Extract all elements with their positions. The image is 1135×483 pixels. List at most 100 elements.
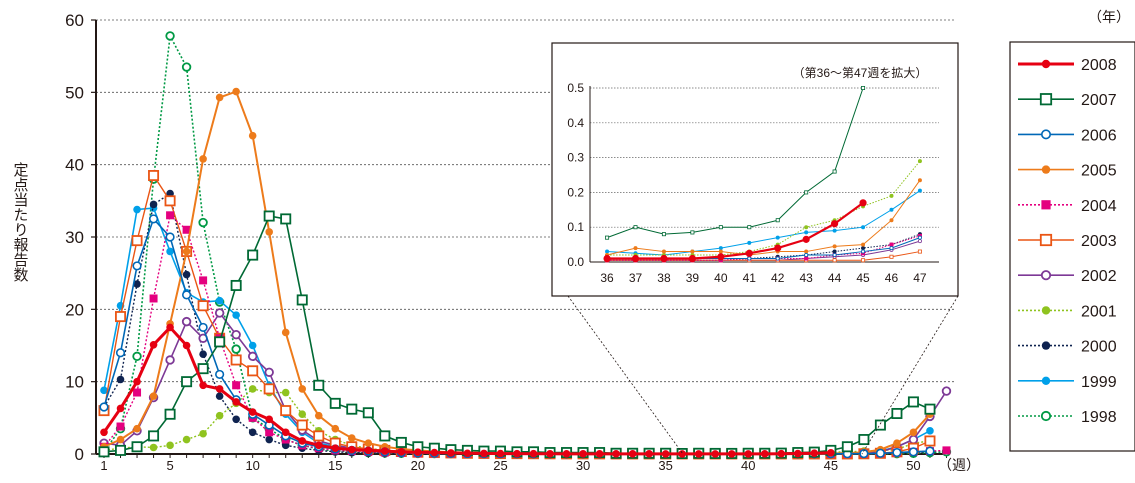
data-point xyxy=(892,447,902,458)
inset-data-point xyxy=(631,254,640,263)
data-point xyxy=(215,385,224,393)
data-point xyxy=(181,62,192,72)
inset-series-line xyxy=(607,201,864,260)
zoom-connector xyxy=(861,295,959,455)
data-point xyxy=(298,437,307,445)
data-point xyxy=(100,386,108,395)
data-point xyxy=(215,93,224,102)
data-point xyxy=(265,228,273,236)
zoom-connector xyxy=(567,295,684,455)
data-point xyxy=(164,195,176,207)
inset-data-point xyxy=(747,256,752,261)
data-point xyxy=(463,449,472,458)
data-point xyxy=(230,354,242,366)
series-line xyxy=(103,388,931,455)
inset-x-tick-label: 41 xyxy=(743,271,757,285)
data-point xyxy=(99,402,109,412)
data-point xyxy=(347,434,356,442)
legend-label: 2004 xyxy=(1081,198,1117,215)
inset-data-point xyxy=(889,193,894,198)
inset-data-point xyxy=(889,242,894,247)
data-point xyxy=(346,403,358,415)
x-axis-unit: （週） xyxy=(938,457,980,473)
data-point xyxy=(314,411,323,420)
data-point xyxy=(232,87,240,96)
inset-data-point xyxy=(917,159,922,164)
inset-data-point xyxy=(718,249,723,254)
data-point xyxy=(263,210,275,222)
x-tick-label: 5 xyxy=(166,458,173,473)
data-point xyxy=(281,388,290,397)
y-tick-label: 60 xyxy=(65,11,84,30)
inset-x-tick-label: 44 xyxy=(828,271,842,285)
data-point xyxy=(661,450,670,458)
inset-data-point xyxy=(917,235,922,240)
series-line xyxy=(103,311,948,455)
data-point xyxy=(1039,93,1053,106)
inset-y-tick-label: 0.4 xyxy=(567,116,584,130)
data-point xyxy=(331,424,340,433)
data-point xyxy=(116,404,125,413)
data-point xyxy=(1041,306,1051,315)
data-point xyxy=(595,450,604,458)
inset-data-point xyxy=(832,169,837,174)
data-point xyxy=(395,436,407,448)
data-point xyxy=(908,447,919,457)
legend-label: 1999 xyxy=(1081,374,1117,391)
inset-y-tick-label: 0.1 xyxy=(567,220,584,234)
legend-label: 2002 xyxy=(1081,268,1117,285)
inset-x-tick-label: 37 xyxy=(629,271,643,285)
data-point xyxy=(314,441,323,450)
legend-label: 2007 xyxy=(1081,92,1117,109)
data-point xyxy=(215,369,225,380)
inset-data-point xyxy=(889,254,894,259)
data-point xyxy=(215,296,224,305)
inset-data-point xyxy=(832,249,837,254)
data-point xyxy=(132,351,142,362)
inset-data-point xyxy=(747,225,752,230)
legend-label: 2006 xyxy=(1081,127,1117,144)
inset-data-point xyxy=(804,249,809,254)
data-point xyxy=(199,155,207,163)
data-point xyxy=(232,381,241,390)
legend-item-2006: 2006 xyxy=(1018,127,1117,144)
data-point xyxy=(513,449,521,458)
x-tick-label: 45 xyxy=(824,458,838,473)
data-point xyxy=(182,270,191,279)
data-point xyxy=(199,381,207,390)
inset-data-point xyxy=(861,246,866,251)
inset-data-point xyxy=(832,244,837,249)
x-tick-label: 35 xyxy=(658,458,672,473)
inset-x-tick-label: 43 xyxy=(799,271,813,285)
data-point xyxy=(182,247,191,256)
inset-data-point xyxy=(660,254,668,263)
inset-data-point xyxy=(917,249,922,254)
data-point xyxy=(116,435,125,444)
data-point xyxy=(678,450,686,458)
data-point xyxy=(148,430,160,442)
inset-data-point xyxy=(861,249,866,254)
inset-data-point xyxy=(917,239,922,244)
legend-label: 2001 xyxy=(1081,303,1117,320)
inset-x-tick-label: 39 xyxy=(686,271,700,285)
data-point xyxy=(893,439,901,447)
inset-data-point xyxy=(917,178,922,183)
data-point xyxy=(214,308,225,318)
data-point xyxy=(265,435,273,444)
y-tick-label: 10 xyxy=(65,373,84,392)
data-point xyxy=(131,235,143,247)
data-point xyxy=(628,450,637,458)
main-series xyxy=(98,31,952,460)
inset-data-point xyxy=(917,188,922,193)
data-point xyxy=(133,377,141,386)
y-tick-label: 50 xyxy=(65,83,84,102)
inset-data-point xyxy=(804,253,809,258)
inset-data-point xyxy=(717,253,725,261)
inset-data-point xyxy=(747,240,752,245)
data-point xyxy=(166,441,174,450)
inset-data-point xyxy=(832,258,837,263)
data-point xyxy=(182,435,191,444)
data-point xyxy=(1040,410,1052,422)
data-point xyxy=(645,450,653,458)
data-point xyxy=(248,341,257,350)
